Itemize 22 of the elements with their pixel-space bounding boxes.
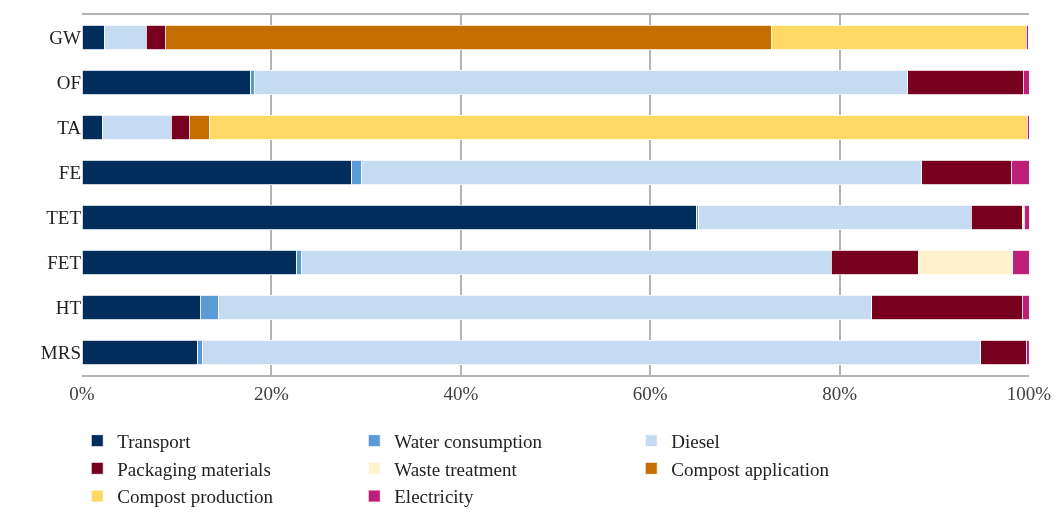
legend-label: Compost application [671, 458, 830, 480]
legend-label: Transport [117, 431, 192, 453]
y-tick-label: MRS [40, 342, 81, 364]
y-tick-label: GW [49, 27, 82, 49]
y-tick-label: TA [57, 117, 82, 139]
legend-label: Waste treatment [394, 458, 518, 480]
x-tick-label: 100% [1006, 382, 1052, 404]
legend-label: Electricity [394, 486, 474, 508]
legend-label: Diesel [671, 431, 720, 453]
legend-label: Compost production [117, 486, 274, 508]
y-tick-label: FET [47, 252, 82, 274]
x-tick-label: 40% [443, 382, 479, 404]
legend-label: Packaging materials [117, 458, 271, 480]
y-tick-label: OF [56, 72, 81, 94]
legend-label: Water consumption [394, 431, 543, 453]
y-tick-label: TET [46, 207, 82, 229]
x-tick-label: 20% [253, 382, 289, 404]
y-tick-label: FE [58, 162, 81, 184]
x-tick-label: 60% [632, 382, 668, 404]
x-tick-label: 0% [69, 382, 95, 404]
x-tick-label: 80% [822, 382, 858, 404]
y-tick-label: HT [55, 297, 82, 319]
